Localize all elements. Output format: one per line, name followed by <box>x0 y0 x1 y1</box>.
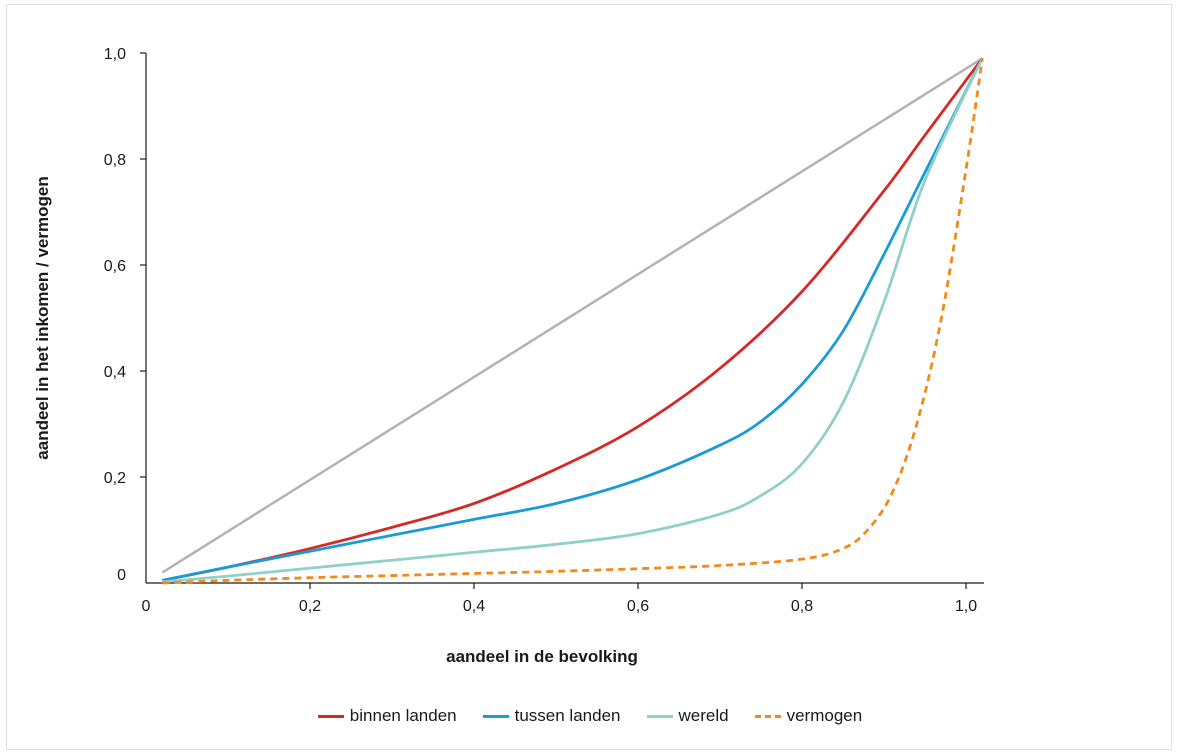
y-tick-label: 0,8 <box>104 152 126 169</box>
ticks: 0 0,2 0,4 0,6 0,8 1,0 0 0,2 0,4 0,6 0,8 1,0 <box>104 46 977 615</box>
y-tick-label: 0,4 <box>104 364 126 381</box>
y-tick-label: 0,6 <box>104 258 126 275</box>
x-tick-label: 0,6 <box>627 598 649 615</box>
equality-line <box>161 57 984 574</box>
legend-item: binnen landen <box>317 706 457 726</box>
x-tick-label: 0,4 <box>463 598 485 615</box>
series-line-1 <box>162 57 984 582</box>
x-tick-label: 0,2 <box>299 598 321 615</box>
series-line-4 <box>162 58 984 585</box>
x-tick-label: 0,8 <box>791 598 813 615</box>
y-tick-label: 0,2 <box>104 470 126 487</box>
y-tick-label: 1,0 <box>104 46 126 63</box>
legend-swatch <box>646 714 673 718</box>
y-axis-title: aandeel in het inkomen / vermogen <box>33 176 52 459</box>
legend-item: tussen landen <box>482 706 621 726</box>
lorenz-chart: 0 0,2 0,4 0,6 0,8 1,0 0 0,2 0,4 0,6 0,8 1,0 aandeel… <box>33 46 984 666</box>
legend-label: tussen landen <box>514 706 621 725</box>
legend-label: binnen landen <box>349 706 457 725</box>
legend-swatch <box>482 714 509 718</box>
y-tick-label: 0 <box>117 567 126 584</box>
axes <box>145 53 984 584</box>
x-tick-label: 1,0 <box>955 598 977 615</box>
x-axis-title: aandeel in de bevolking <box>446 647 638 666</box>
x-tick-label: 0 <box>142 598 151 615</box>
legend-swatch <box>754 714 781 718</box>
series-line-2 <box>162 57 984 582</box>
legend-swatch <box>317 714 344 718</box>
legend-item: vermogen <box>754 706 863 726</box>
series-layer <box>161 57 984 585</box>
legend-label: wereld <box>678 706 729 725</box>
series-line-3 <box>162 57 984 584</box>
legend-item: wereld <box>646 706 729 726</box>
legend: binnen landen tussen landen wereld vermogen <box>0 706 1180 726</box>
legend-label: vermogen <box>786 706 863 725</box>
chart-frame <box>6 4 1172 750</box>
